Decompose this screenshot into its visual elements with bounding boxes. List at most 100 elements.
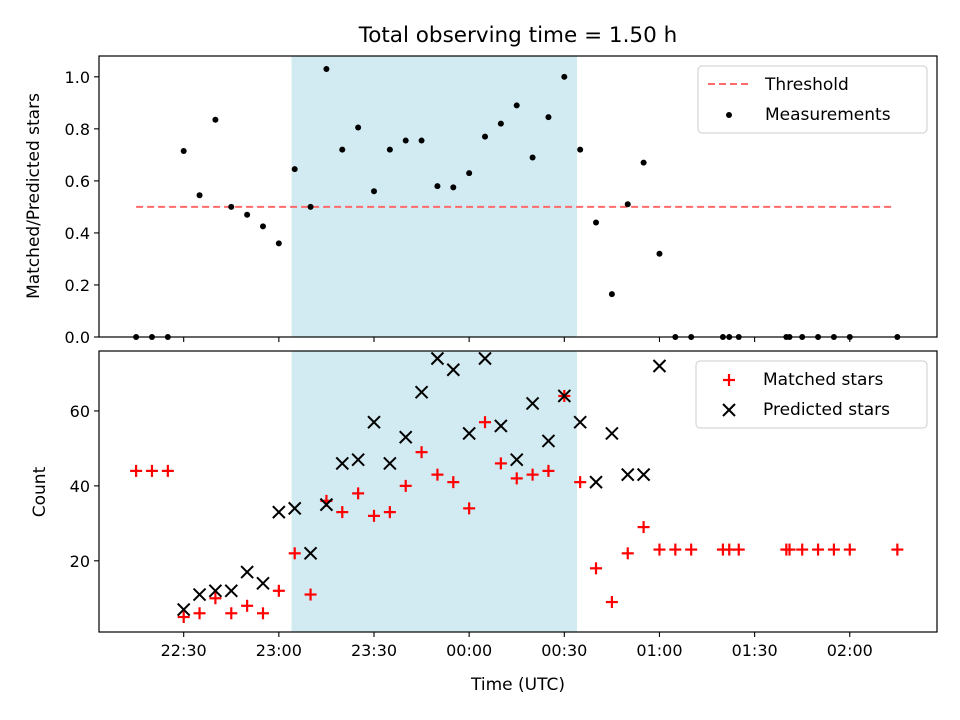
measurement-point (656, 250, 663, 257)
predicted-star-point (494, 419, 508, 433)
matched-star-point (732, 543, 745, 556)
matched-star-point (783, 543, 796, 556)
measurement-point (640, 159, 647, 166)
matched-star-point (304, 588, 317, 601)
matched-star-point (352, 487, 365, 500)
measurement-point (418, 137, 425, 144)
top-legend: Threshold Measurements (697, 65, 928, 134)
predicted-star-point (525, 396, 540, 411)
predicted-star-point (208, 584, 223, 598)
predicted-star-point (557, 389, 572, 403)
measurement-point (244, 211, 251, 218)
predicted-star-point (573, 415, 587, 429)
bottom-legend: Matched stars Predicted stars (695, 360, 928, 429)
matched-star-point (256, 607, 269, 620)
x-axis-label: Time (UTC) (470, 675, 565, 695)
legend-measurements-label: Measurements (765, 105, 891, 125)
x-tick-label: 23:00 (256, 641, 302, 660)
matched-star-point (145, 464, 158, 477)
measurement-point (529, 154, 536, 161)
predicted-star-point (621, 467, 635, 482)
predicted-star-point (462, 426, 476, 441)
chart-title: Total observing time = 1.50 h (358, 23, 678, 48)
matched-star-point (812, 543, 825, 556)
predicted-star-point (414, 385, 429, 399)
top-legend-box (697, 65, 928, 134)
matched-star-point (272, 584, 285, 597)
predicted-star-point (367, 415, 381, 429)
measurement-point (212, 116, 219, 123)
matched-star-point (510, 472, 523, 485)
measurement-point (291, 166, 298, 173)
bottom-legend-box (695, 360, 928, 429)
bottom-y-tick-label: 40 (70, 477, 90, 496)
matched-star-point (605, 596, 618, 609)
matched-star-point (336, 506, 349, 519)
legend-matched-swatch (723, 374, 735, 386)
measurement-point (370, 188, 377, 195)
top-highlight-band (291, 56, 577, 337)
predicted-star-point (446, 363, 461, 377)
top-y-tick-label: 0.6 (65, 172, 90, 191)
predicted-star-point (224, 584, 238, 598)
predicted-star-point (256, 576, 270, 591)
matched-star-point (177, 611, 190, 624)
legend-predicted-swatch (722, 403, 736, 417)
matched-star-point (463, 502, 476, 515)
measurement-point (624, 201, 631, 208)
matched-star-point (367, 509, 380, 522)
predicted-star-point (589, 475, 603, 489)
top-y-axis-label: Matched/Predicted stars (24, 93, 44, 299)
predicted-star-point (636, 467, 651, 482)
bottom-y-tick-label: 20 (70, 552, 90, 571)
matched-star-point (653, 543, 666, 556)
bottom-y-axis-label: Count (30, 466, 50, 517)
bottom-panel: 20 40 60 22:30 23:00 23:30 00:00 00:30 01:00 01:… (30, 350, 938, 695)
predicted-star-point (287, 501, 302, 516)
x-tick-label: 02:00 (827, 641, 873, 660)
measurement-point (434, 183, 441, 190)
matched-star-point (399, 479, 412, 492)
top-y-tick-label: 0.0 (65, 328, 90, 347)
legend-matched-label: Matched stars (763, 370, 883, 390)
measurement-point (577, 146, 584, 153)
measurement-point (545, 114, 552, 121)
measurement-point (386, 146, 393, 153)
predicted-star-point (383, 456, 397, 471)
measurement-point (259, 223, 266, 230)
legend-measurements-swatch (726, 112, 732, 118)
measurement-point (275, 240, 282, 247)
predicted-star-point (335, 456, 349, 471)
measurement-point (466, 170, 473, 177)
predicted-star-point (351, 452, 365, 467)
matched-star-point (891, 543, 904, 556)
matched-star-point (526, 468, 539, 481)
predicted-star-point (272, 505, 286, 519)
matched-star-point (827, 543, 840, 556)
top-y-tick-label: 1.0 (65, 68, 90, 87)
predicted-star-point (605, 426, 619, 441)
matched-star-point (130, 464, 143, 477)
bottom-axes-frame (98, 350, 938, 633)
matched-star-point (209, 592, 222, 605)
x-tick-label: 00:00 (446, 641, 492, 660)
matched-star-point (590, 562, 603, 575)
predicted-star-point (652, 359, 667, 373)
predicted-star-point (176, 602, 191, 617)
measurement-point (513, 102, 520, 109)
predicted-star-point (541, 434, 556, 448)
predicted-star-point (478, 351, 492, 366)
x-tick-label: 22:30 (161, 641, 207, 660)
matched-star-point (431, 468, 444, 481)
top-axes-frame (98, 55, 938, 338)
matched-star-point (796, 543, 809, 556)
matched-star-point (685, 543, 698, 556)
predicted-star-point (319, 497, 334, 512)
measurement-point (402, 137, 409, 144)
matched-star-point (494, 457, 507, 470)
legend-predicted-label: Predicted stars (763, 400, 890, 420)
matched-star-point (225, 607, 238, 620)
matched-star-point (669, 543, 682, 556)
matched-star-point (193, 607, 206, 620)
